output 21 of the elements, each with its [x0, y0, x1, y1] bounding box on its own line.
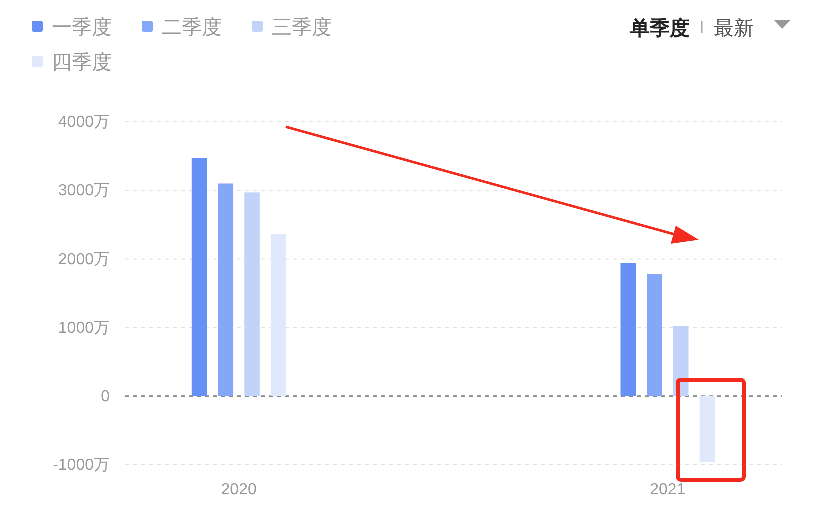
legend-label: 三季度	[272, 15, 332, 39]
legend-label: 二季度	[162, 15, 222, 39]
x-tick-label: 2020	[221, 481, 257, 498]
y-tick-label: 2000万	[58, 251, 110, 268]
bar	[270, 234, 286, 396]
bar	[244, 192, 260, 396]
text: 最新	[714, 16, 754, 40]
bar	[700, 396, 716, 462]
legend-label: 一季度	[52, 15, 112, 39]
bar	[620, 263, 636, 396]
y-tick-label: -1000万	[53, 457, 110, 474]
y-tick-label: 4000万	[58, 114, 110, 132]
bar	[192, 158, 208, 396]
y-tick-label: 1000万	[58, 320, 110, 337]
bar	[218, 184, 234, 396]
y-tick-label: 0	[101, 388, 110, 406]
legend-label: 四季度	[52, 50, 112, 74]
y-tick-label: 3000万	[58, 182, 110, 200]
x-tick-label: 2021	[650, 481, 686, 498]
bar	[647, 274, 662, 396]
text: 单季度	[629, 16, 690, 40]
